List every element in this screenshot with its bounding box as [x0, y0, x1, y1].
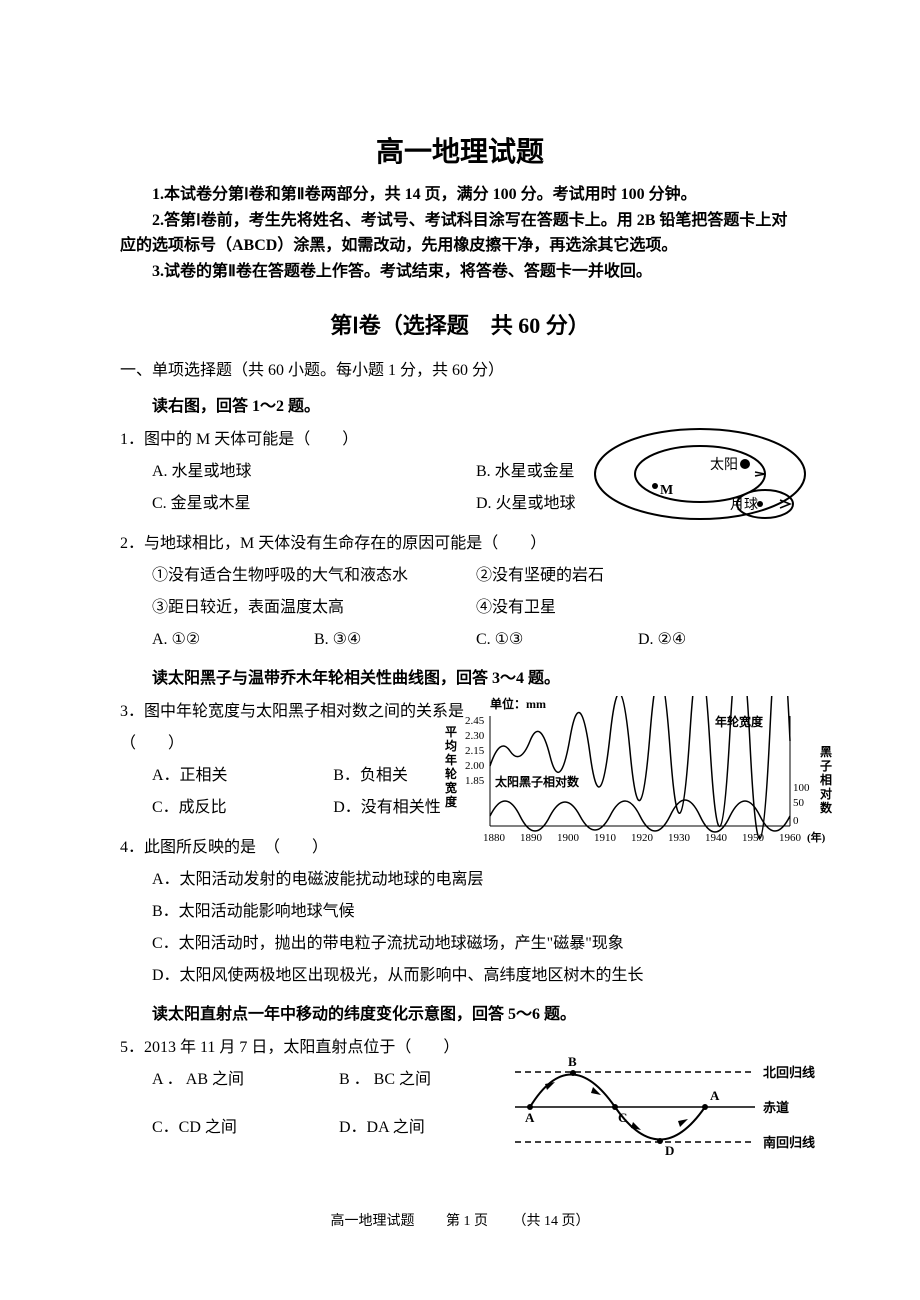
label-sun: 太阳 [710, 457, 738, 473]
q2-opt-c: C. ①③ [476, 624, 638, 656]
svg-text:0: 0 [793, 815, 799, 827]
chart-series1: 年轮宽度 [715, 714, 764, 729]
q1-opt-a: A. 水星或地球 [152, 456, 476, 488]
instructions: 1.本试卷分第Ⅰ卷和第Ⅱ卷两部分，共 14 页，满分 100 分。考试用时 10… [120, 182, 800, 284]
q5-opt-a: A ． AB 之间 [152, 1064, 339, 1096]
q2-text: 2．与地球相比，M 天体没有生命存在的原因可能是（ ） [120, 528, 800, 560]
q2-opt-d: D. ②④ [638, 624, 800, 656]
question-2: 2．与地球相比，M 天体没有生命存在的原因可能是（ ） ①没有适合生物呼吸的大气… [120, 528, 800, 656]
page-footer: 高一地理试题 第 1 页 （共 14 页） [0, 1210, 920, 1230]
question-3: 3．图中年轮宽度与太阳黑子相对数之间的关系是（ ） A．正相关 B．负相关 C．… [120, 696, 514, 824]
svg-text:A: A [525, 1110, 535, 1125]
footer-page-num: 1 [464, 1214, 471, 1229]
q4-text: 4．此图所反映的是 （ ） [120, 832, 800, 864]
q2-s3: ③距日较近，表面温度太高 [152, 592, 476, 624]
label-north: 北回归线 [763, 1065, 815, 1080]
question-4: 4．此图所反映的是 （ ） A．太阳活动发射的电磁波能扰动地球的电离层 B．太阳… [120, 832, 800, 992]
prompt-3: 读太阳直射点一年中移动的纬度变化示意图，回答 5～6 题。 [152, 1000, 800, 1024]
q2-s4: ④没有卫星 [476, 592, 556, 624]
q3-opt-b: B．负相关 [333, 760, 514, 792]
instruction-2: 2.答第Ⅰ卷前，考生先将姓名、考试号、考试科目涂写在答题卡上。用 2B 铅笔把答… [120, 208, 800, 259]
footer-page-prefix: 第 [446, 1214, 460, 1229]
q2-opt-b: B. ③④ [314, 624, 476, 656]
q5-opt-b: B ． BC 之间 [339, 1064, 526, 1096]
q5-opt-d: D．DA 之间 [339, 1112, 526, 1144]
question-1: 太阳 M 月球 1．图中的 M 天体可能是（ ） A. 水星或地球 B. 水星或… [120, 424, 800, 520]
q5-opt-c: C．CD 之间 [152, 1112, 339, 1144]
svg-text:C: C [618, 1110, 627, 1125]
svg-text:100: 100 [793, 782, 810, 794]
svg-text:B: B [568, 1054, 577, 1069]
q3-opt-a: A．正相关 [152, 760, 333, 792]
prompt-2: 读太阳黑子与温带乔木年轮相关性曲线图，回答 3～4 题。 [152, 664, 800, 688]
figure-orbit: 太阳 M 月球 [585, 424, 810, 534]
label-moon: 月球 [730, 497, 758, 513]
label-equator: 赤道 [763, 1100, 789, 1115]
instruction-3: 3.试卷的第Ⅱ卷在答题卷上作答。考试结束，将答卷、答题卡一并收回。 [120, 259, 800, 285]
footer-total: （共 14 页） [520, 1214, 590, 1229]
q2-s2: ②没有坚硬的岩石 [476, 560, 604, 592]
footer-page-suffix: 页 [474, 1214, 488, 1229]
q3-opt-c: C．成反比 [152, 792, 333, 824]
figure-wave: A B C D A 北回归线 赤道 南回归线 [505, 1052, 815, 1162]
q1-opt-c: C. 金星或木星 [152, 488, 476, 520]
svg-text:(年): (年) [807, 830, 826, 844]
label-south: 南回归线 [763, 1135, 815, 1150]
q4-opt-c: C．太阳活动时，抛出的带电粒子流扰动地球磁场，产生"磁暴"现象 [152, 928, 800, 960]
svg-text:50: 50 [793, 797, 805, 809]
section-heading: 第Ⅰ卷（选择题 共 60 分） [120, 308, 800, 340]
q4-opt-b: B．太阳活动能影响地球气候 [152, 896, 800, 928]
label-m: M [660, 483, 673, 498]
svg-text:D: D [665, 1143, 674, 1158]
q4-opt-d: D．太阳风使两极地区出现极光，从而影响中、高纬度地区树木的生长 [152, 960, 800, 992]
q3-text: 3．图中年轮宽度与太阳黑子相对数之间的关系是（ ） [120, 696, 514, 760]
question-5: A B C D A 北回归线 赤道 南回归线 5．2013 年 11 月 7 日… [120, 1032, 800, 1144]
subsection-heading: 一、单项选择题（共 60 小题。每小题 1 分，共 60 分） [120, 356, 800, 380]
q4-opt-a: A．太阳活动发射的电磁波能扰动地球的电离层 [152, 864, 800, 896]
q3-opt-d: D．没有相关性 [333, 792, 514, 824]
prompt-1: 读右图，回答 1～2 题。 [152, 392, 800, 416]
instruction-1: 1.本试卷分第Ⅰ卷和第Ⅱ卷两部分，共 14 页，满分 100 分。考试用时 10… [120, 182, 800, 208]
q2-opt-a: A. ①② [152, 624, 314, 656]
chart-y2label: 黑子相对数 [820, 745, 833, 815]
footer-label: 高一地理试题 [331, 1214, 415, 1229]
page-title: 高一地理试题 [120, 130, 800, 170]
svg-text:A: A [710, 1088, 720, 1103]
q2-s1: ①没有适合生物呼吸的大气和液态水 [152, 560, 476, 592]
